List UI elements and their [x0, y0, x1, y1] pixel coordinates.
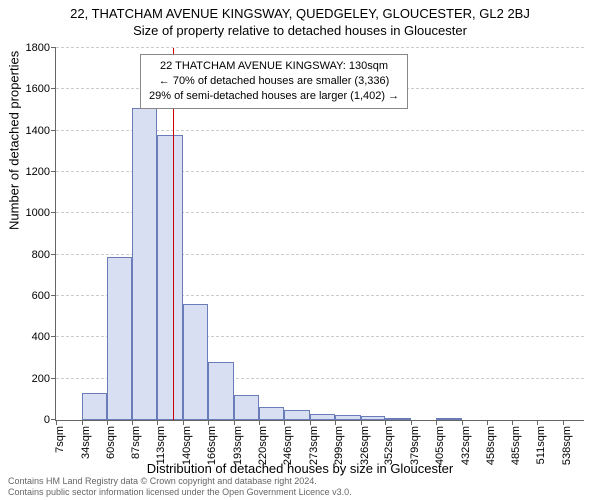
gridline [56, 47, 584, 48]
ytick-mark [51, 378, 56, 379]
xtick-mark [157, 420, 158, 425]
xtick-label: 326sqm [359, 426, 371, 465]
histogram-bar [335, 415, 361, 420]
xtick-mark [462, 420, 463, 425]
ytick-mark [51, 130, 56, 131]
ytick-label: 1800 [26, 42, 50, 54]
chart-title: 22, THATCHAM AVENUE KINGSWAY, QUEDGELEY,… [0, 0, 600, 21]
xtick-mark [284, 420, 285, 425]
ytick-mark [51, 254, 56, 255]
ytick-mark [51, 212, 56, 213]
xtick-mark [512, 420, 513, 425]
histogram-bar [157, 135, 183, 420]
histogram-bar [132, 108, 157, 420]
footer: Contains HM Land Registry data © Crown c… [8, 476, 352, 498]
histogram-bar [107, 257, 133, 420]
xtick-mark [234, 420, 235, 425]
xtick-label: 193sqm [232, 426, 244, 465]
xtick-mark [183, 420, 184, 425]
xtick-label: 511sqm [535, 426, 547, 464]
xtick-mark [208, 420, 209, 425]
ytick-label: 200 [32, 373, 50, 385]
xtick-label: 34sqm [80, 426, 92, 459]
xtick-label: 140sqm [181, 426, 193, 465]
chart-subtitle: Size of property relative to detached ho… [0, 21, 600, 38]
xtick-label: 166sqm [206, 426, 218, 465]
xtick-mark [56, 420, 57, 425]
xtick-mark [411, 420, 412, 425]
annotation-line-3: 29% of semi-detached houses are larger (… [149, 89, 399, 104]
histogram-bar [361, 416, 386, 420]
xtick-label: 87sqm [130, 426, 142, 459]
xtick-label: 273sqm [308, 426, 320, 465]
xtick-mark [537, 420, 538, 425]
histogram-bar [259, 407, 284, 420]
xtick-label: 405sqm [434, 426, 446, 465]
xtick-mark [107, 420, 108, 425]
xtick-mark [361, 420, 362, 425]
xtick-label: 432sqm [460, 426, 472, 465]
annotation-line-2: ← 70% of detached houses are smaller (3,… [149, 74, 399, 89]
ytick-label: 800 [32, 249, 50, 261]
ytick-label: 1000 [26, 207, 50, 219]
x-axis-label: Distribution of detached houses by size … [0, 461, 600, 476]
annotation-box: 22 THATCHAM AVENUE KINGSWAY: 130sqm ← 70… [140, 54, 408, 109]
ytick-mark [51, 171, 56, 172]
xtick-label: 299sqm [333, 426, 345, 465]
xtick-label: 379sqm [409, 426, 421, 465]
ytick-label: 1600 [26, 83, 50, 95]
xtick-label: 458sqm [485, 426, 497, 465]
xtick-label: 246sqm [282, 426, 294, 465]
ytick-label: 1400 [26, 125, 50, 137]
xtick-mark [82, 420, 83, 425]
xtick-mark [310, 420, 311, 425]
xtick-label: 352sqm [383, 426, 395, 465]
xtick-mark [259, 420, 260, 425]
ytick-mark [51, 295, 56, 296]
xtick-label: 220sqm [257, 426, 269, 465]
xtick-mark [385, 420, 386, 425]
histogram-bar [436, 418, 462, 420]
xtick-label: 538sqm [561, 426, 573, 465]
ytick-label: 600 [32, 290, 50, 302]
y-axis-label: Number of detached properties [7, 51, 22, 230]
histogram-bar [385, 418, 411, 420]
ytick-label: 0 [44, 414, 50, 426]
ytick-mark [51, 47, 56, 48]
xtick-mark [563, 420, 564, 425]
annotation-line-1: 22 THATCHAM AVENUE KINGSWAY: 130sqm [149, 59, 399, 74]
xtick-mark [132, 420, 133, 425]
ytick-mark [51, 88, 56, 89]
xtick-label: 7sqm [54, 426, 66, 453]
xtick-mark [335, 420, 336, 425]
histogram-bar [82, 393, 107, 420]
xtick-mark [436, 420, 437, 425]
ytick-label: 1200 [26, 166, 50, 178]
histogram-bar [183, 304, 208, 420]
ytick-mark [51, 336, 56, 337]
footer-line-1: Contains HM Land Registry data © Crown c… [8, 476, 352, 487]
histogram-bar [234, 395, 260, 420]
histogram-bar [284, 410, 310, 420]
xtick-label: 485sqm [510, 426, 522, 465]
xtick-label: 60sqm [105, 426, 117, 459]
histogram-bar [208, 362, 234, 420]
xtick-label: 113sqm [155, 426, 167, 464]
histogram-bar [310, 414, 335, 420]
footer-line-2: Contains public sector information licen… [8, 487, 352, 498]
ytick-label: 400 [32, 331, 50, 343]
xtick-mark [487, 420, 488, 425]
chart-container: 22, THATCHAM AVENUE KINGSWAY, QUEDGELEY,… [0, 0, 600, 500]
